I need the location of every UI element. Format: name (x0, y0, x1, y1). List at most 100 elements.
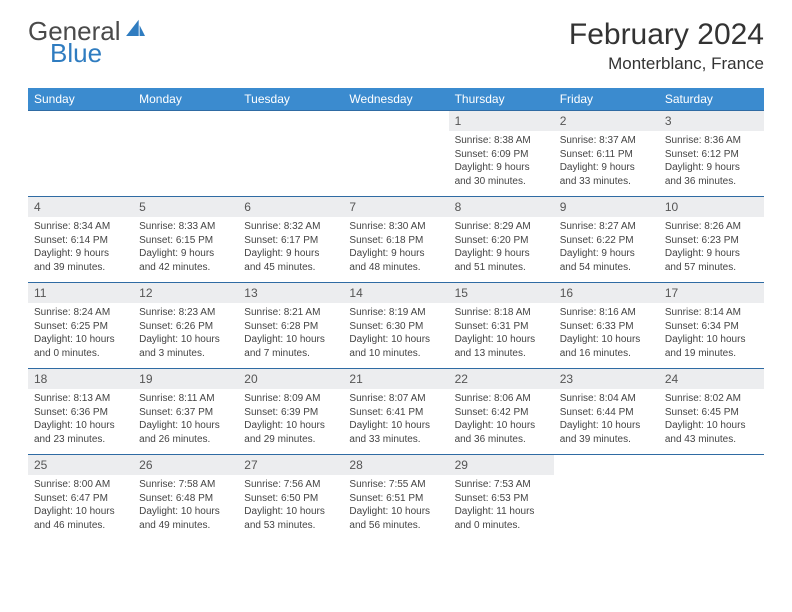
day-details: Sunrise: 8:11 AMSunset: 6:37 PMDaylight:… (133, 389, 238, 450)
calendar-day-cell: 23Sunrise: 8:04 AMSunset: 6:44 PMDayligh… (554, 369, 659, 455)
weekday-header: Saturday (659, 88, 764, 111)
calendar-week-row: 18Sunrise: 8:13 AMSunset: 6:36 PMDayligh… (28, 369, 764, 455)
location-label: Monterblanc, France (569, 54, 764, 74)
calendar-header-row: SundayMondayTuesdayWednesdayThursdayFrid… (28, 88, 764, 111)
calendar-day-cell: 19Sunrise: 8:11 AMSunset: 6:37 PMDayligh… (133, 369, 238, 455)
day-details: Sunrise: 8:09 AMSunset: 6:39 PMDaylight:… (238, 389, 343, 450)
day-number: 26 (133, 455, 238, 475)
day-details: Sunrise: 8:06 AMSunset: 6:42 PMDaylight:… (449, 389, 554, 450)
day-details: Sunrise: 8:16 AMSunset: 6:33 PMDaylight:… (554, 303, 659, 364)
calendar-day-cell: 22Sunrise: 8:06 AMSunset: 6:42 PMDayligh… (449, 369, 554, 455)
weekday-header: Thursday (449, 88, 554, 111)
calendar-day-cell: 11Sunrise: 8:24 AMSunset: 6:25 PMDayligh… (28, 283, 133, 369)
calendar-day-cell (28, 111, 133, 197)
calendar-day-cell: 26Sunrise: 7:58 AMSunset: 6:48 PMDayligh… (133, 455, 238, 541)
calendar-table: SundayMondayTuesdayWednesdayThursdayFrid… (28, 88, 764, 541)
day-details: Sunrise: 8:38 AMSunset: 6:09 PMDaylight:… (449, 131, 554, 192)
day-details: Sunrise: 8:19 AMSunset: 6:30 PMDaylight:… (343, 303, 448, 364)
calendar-day-cell: 5Sunrise: 8:33 AMSunset: 6:15 PMDaylight… (133, 197, 238, 283)
day-number: 29 (449, 455, 554, 475)
day-number: 22 (449, 369, 554, 389)
day-number: 15 (449, 283, 554, 303)
calendar-body: 1Sunrise: 8:38 AMSunset: 6:09 PMDaylight… (28, 111, 764, 541)
page-title: February 2024 (569, 18, 764, 52)
day-details: Sunrise: 8:26 AMSunset: 6:23 PMDaylight:… (659, 217, 764, 278)
day-number: 28 (343, 455, 448, 475)
calendar-day-cell: 7Sunrise: 8:30 AMSunset: 6:18 PMDaylight… (343, 197, 448, 283)
day-number: 10 (659, 197, 764, 217)
day-number: 19 (133, 369, 238, 389)
calendar-day-cell (554, 455, 659, 541)
calendar-day-cell: 1Sunrise: 8:38 AMSunset: 6:09 PMDaylight… (449, 111, 554, 197)
day-details: Sunrise: 8:32 AMSunset: 6:17 PMDaylight:… (238, 217, 343, 278)
day-number: 6 (238, 197, 343, 217)
day-number: 24 (659, 369, 764, 389)
calendar-day-cell: 25Sunrise: 8:00 AMSunset: 6:47 PMDayligh… (28, 455, 133, 541)
calendar-day-cell: 3Sunrise: 8:36 AMSunset: 6:12 PMDaylight… (659, 111, 764, 197)
day-number: 3 (659, 111, 764, 131)
day-details: Sunrise: 8:29 AMSunset: 6:20 PMDaylight:… (449, 217, 554, 278)
day-number: 12 (133, 283, 238, 303)
calendar-week-row: 25Sunrise: 8:00 AMSunset: 6:47 PMDayligh… (28, 455, 764, 541)
calendar-day-cell: 8Sunrise: 8:29 AMSunset: 6:20 PMDaylight… (449, 197, 554, 283)
day-number: 16 (554, 283, 659, 303)
weekday-header: Tuesday (238, 88, 343, 111)
weekday-header: Sunday (28, 88, 133, 111)
calendar-day-cell (133, 111, 238, 197)
calendar-day-cell: 18Sunrise: 8:13 AMSunset: 6:36 PMDayligh… (28, 369, 133, 455)
calendar-day-cell: 16Sunrise: 8:16 AMSunset: 6:33 PMDayligh… (554, 283, 659, 369)
calendar-day-cell: 6Sunrise: 8:32 AMSunset: 6:17 PMDaylight… (238, 197, 343, 283)
day-details: Sunrise: 7:55 AMSunset: 6:51 PMDaylight:… (343, 475, 448, 536)
day-details: Sunrise: 7:58 AMSunset: 6:48 PMDaylight:… (133, 475, 238, 536)
weekday-header: Wednesday (343, 88, 448, 111)
calendar-day-cell (659, 455, 764, 541)
calendar-day-cell: 12Sunrise: 8:23 AMSunset: 6:26 PMDayligh… (133, 283, 238, 369)
day-details: Sunrise: 8:23 AMSunset: 6:26 PMDaylight:… (133, 303, 238, 364)
day-number: 11 (28, 283, 133, 303)
day-details: Sunrise: 8:13 AMSunset: 6:36 PMDaylight:… (28, 389, 133, 450)
title-block: February 2024 Monterblanc, France (569, 18, 764, 74)
logo-text-2: Blue (50, 38, 102, 68)
calendar-week-row: 11Sunrise: 8:24 AMSunset: 6:25 PMDayligh… (28, 283, 764, 369)
day-details: Sunrise: 8:18 AMSunset: 6:31 PMDaylight:… (449, 303, 554, 364)
logo: General Blue (28, 18, 146, 66)
weekday-header: Friday (554, 88, 659, 111)
day-number: 7 (343, 197, 448, 217)
day-details: Sunrise: 7:56 AMSunset: 6:50 PMDaylight:… (238, 475, 343, 536)
day-details: Sunrise: 8:37 AMSunset: 6:11 PMDaylight:… (554, 131, 659, 192)
calendar-day-cell: 17Sunrise: 8:14 AMSunset: 6:34 PMDayligh… (659, 283, 764, 369)
day-details: Sunrise: 8:30 AMSunset: 6:18 PMDaylight:… (343, 217, 448, 278)
calendar-day-cell: 28Sunrise: 7:55 AMSunset: 6:51 PMDayligh… (343, 455, 448, 541)
day-details: Sunrise: 7:53 AMSunset: 6:53 PMDaylight:… (449, 475, 554, 536)
calendar-day-cell: 15Sunrise: 8:18 AMSunset: 6:31 PMDayligh… (449, 283, 554, 369)
calendar-day-cell: 10Sunrise: 8:26 AMSunset: 6:23 PMDayligh… (659, 197, 764, 283)
day-details: Sunrise: 8:34 AMSunset: 6:14 PMDaylight:… (28, 217, 133, 278)
day-number: 23 (554, 369, 659, 389)
day-details: Sunrise: 8:07 AMSunset: 6:41 PMDaylight:… (343, 389, 448, 450)
day-number: 18 (28, 369, 133, 389)
day-number: 2 (554, 111, 659, 131)
calendar-day-cell: 21Sunrise: 8:07 AMSunset: 6:41 PMDayligh… (343, 369, 448, 455)
day-details: Sunrise: 8:27 AMSunset: 6:22 PMDaylight:… (554, 217, 659, 278)
day-number: 25 (28, 455, 133, 475)
day-number: 5 (133, 197, 238, 217)
calendar-day-cell: 14Sunrise: 8:19 AMSunset: 6:30 PMDayligh… (343, 283, 448, 369)
day-number: 13 (238, 283, 343, 303)
calendar-week-row: 1Sunrise: 8:38 AMSunset: 6:09 PMDaylight… (28, 111, 764, 197)
day-details: Sunrise: 8:14 AMSunset: 6:34 PMDaylight:… (659, 303, 764, 364)
day-details: Sunrise: 8:04 AMSunset: 6:44 PMDaylight:… (554, 389, 659, 450)
day-number: 20 (238, 369, 343, 389)
day-details: Sunrise: 8:24 AMSunset: 6:25 PMDaylight:… (28, 303, 133, 364)
weekday-header: Monday (133, 88, 238, 111)
calendar-day-cell: 2Sunrise: 8:37 AMSunset: 6:11 PMDaylight… (554, 111, 659, 197)
day-number: 8 (449, 197, 554, 217)
day-number: 14 (343, 283, 448, 303)
calendar-day-cell: 24Sunrise: 8:02 AMSunset: 6:45 PMDayligh… (659, 369, 764, 455)
calendar-week-row: 4Sunrise: 8:34 AMSunset: 6:14 PMDaylight… (28, 197, 764, 283)
calendar-day-cell: 13Sunrise: 8:21 AMSunset: 6:28 PMDayligh… (238, 283, 343, 369)
calendar-day-cell: 20Sunrise: 8:09 AMSunset: 6:39 PMDayligh… (238, 369, 343, 455)
day-number: 17 (659, 283, 764, 303)
logo-sail-icon (126, 18, 146, 36)
day-number: 1 (449, 111, 554, 131)
calendar-day-cell: 29Sunrise: 7:53 AMSunset: 6:53 PMDayligh… (449, 455, 554, 541)
